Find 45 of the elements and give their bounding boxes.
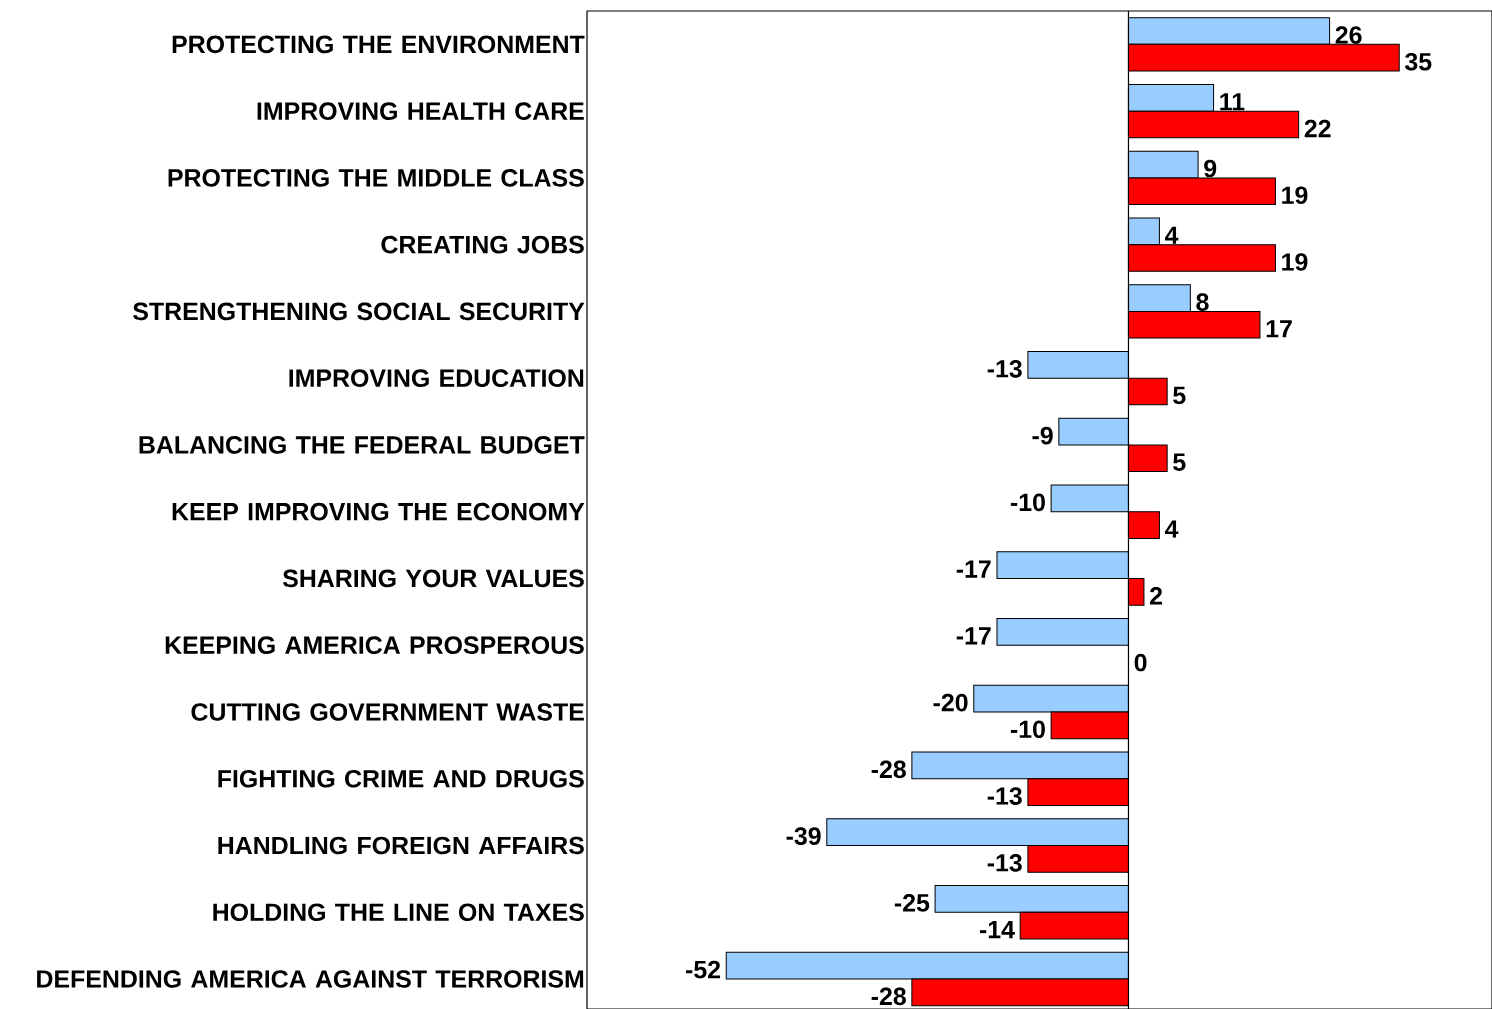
data-label: 4 [1164,226,1179,244]
data-label: -14 [979,921,1015,939]
data-label: -28 [871,987,906,1006]
data-label: 26 [1335,26,1362,44]
data-label: -13 [987,359,1022,378]
y-tick-label: KEEP IMPROVING THE ECONOMY [172,502,585,521]
y-tick-label: FIGHTING CRIME AND DRUGS [218,769,584,788]
y-tick-label: HOLDING THE LINE ON TAXES [213,903,584,922]
data-label: 5 [1173,386,1186,405]
data-label: 19 [1282,253,1308,271]
data-label: -10 [1010,493,1045,512]
data-label: 4 [1164,520,1179,538]
y-tick-label: PROTECTING THE ENVIRONMENT [172,35,585,54]
y-tick-label: IMPROVING HEALTH CARE [257,102,584,120]
data-label: 22 [1304,119,1331,138]
data-label: -20 [933,693,968,712]
data-label: -9 [1032,426,1053,445]
data-label: -10 [1010,720,1045,739]
data-label: 9 [1204,159,1217,178]
data-label: 0 [1134,653,1147,672]
data-label: -13 [987,787,1022,805]
data-label: -17 [956,627,991,645]
data-label: 5 [1173,453,1186,471]
data-label: -25 [894,894,930,912]
y-tick-label: PROTECTING THE MIDDLE CLASS [168,169,584,187]
y-tick-label: KEEPING AMERICA PROSPEROUS [165,636,584,655]
data-label: -52 [686,960,721,979]
data-label: -17 [956,560,991,578]
y-tick-label: STRENGTHENING SOCIAL SECURITY [133,302,585,321]
y-tick-label: CUTTING GOVERNMENT WASTE [191,703,584,721]
data-label: 19 [1282,186,1308,205]
y-tick-label: DEFENDING AMERICA AGAINST TERRORISM [37,970,584,988]
data-label: 35 [1404,52,1432,71]
data-label: 11 [1220,93,1245,111]
data-label: 2 [1150,587,1162,605]
data-label: -39 [786,827,821,845]
data-label: 17 [1266,320,1292,338]
y-tick-label: IMPROVING EDUCATION [289,369,584,387]
data-label: -13 [987,853,1022,872]
y-tick-label: HANDLING FOREIGN AFFAIRS [218,836,584,855]
data-label: 8 [1196,293,1209,311]
data-label: -28 [871,760,906,779]
y-tick-label: CREATING JOBS [381,235,584,254]
y-tick-label: SHARING YOUR VALUES [282,569,584,588]
y-tick-label: BALANCING THE FEDERAL BUDGET [139,436,585,454]
